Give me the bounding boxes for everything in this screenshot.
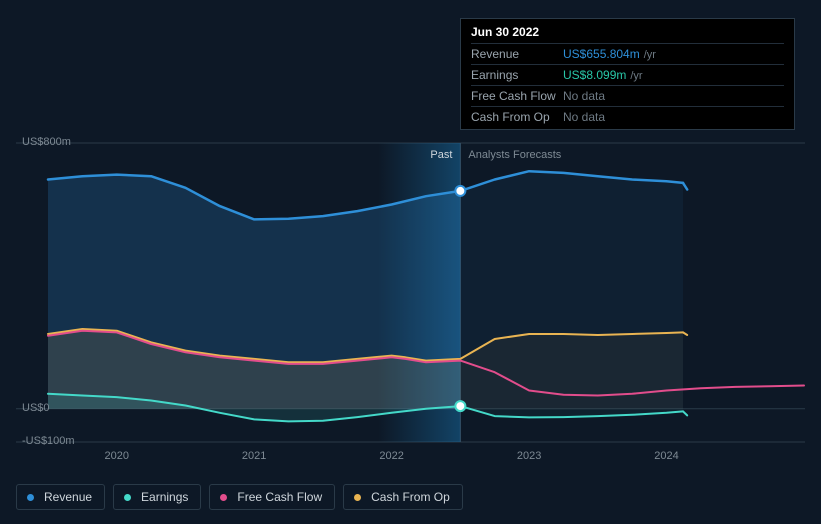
- chart-tooltip: Jun 30 2022 RevenueUS$655.804m/yrEarning…: [460, 18, 795, 130]
- tooltip-row: Cash From OpNo data: [471, 106, 784, 127]
- tooltip-row-value: US$8.099m: [563, 68, 626, 82]
- tooltip-row-unit: /yr: [630, 70, 642, 82]
- tooltip-row-label: Free Cash Flow: [471, 89, 563, 103]
- legend-label: Free Cash Flow: [237, 490, 322, 504]
- tooltip-row-unit: /yr: [644, 49, 656, 61]
- tooltip-row: Free Cash FlowNo data: [471, 85, 784, 106]
- financial-chart: US$800m US$0 -US$100m 2020 2021 2022 2023 2024…: [0, 0, 821, 524]
- x-axis-label: 2023: [517, 450, 541, 462]
- tooltip-row: EarningsUS$8.099m/yr: [471, 64, 784, 85]
- chart-legend: Revenue Earnings Free Cash Flow Cash From O…: [16, 484, 463, 510]
- legend-dot: [27, 494, 34, 501]
- legend-item-revenue[interactable]: Revenue: [16, 484, 105, 510]
- legend-dot: [220, 494, 227, 501]
- legend-label: Cash From Op: [371, 490, 450, 504]
- tooltip-row-value: US$655.804m: [563, 47, 640, 61]
- forecast-section-label: Analysts Forecasts: [468, 149, 561, 161]
- tooltip-row-label: Cash From Op: [471, 110, 563, 124]
- y-axis-label: US$0: [22, 402, 50, 414]
- legend-label: Earnings: [141, 490, 188, 504]
- x-axis-label: 2020: [104, 450, 128, 462]
- tooltip-row-value: No data: [563, 89, 605, 103]
- x-axis-label: 2024: [654, 450, 678, 462]
- tooltip-row-label: Earnings: [471, 68, 563, 82]
- tooltip-row-value: No data: [563, 110, 605, 124]
- legend-label: Revenue: [44, 490, 92, 504]
- x-axis-label: 2022: [379, 450, 403, 462]
- tooltip-date: Jun 30 2022: [471, 25, 784, 43]
- legend-item-cash-from-op[interactable]: Cash From Op: [343, 484, 463, 510]
- y-axis-label: US$800m: [22, 136, 71, 148]
- legend-item-free-cash-flow[interactable]: Free Cash Flow: [209, 484, 335, 510]
- legend-dot: [124, 494, 131, 501]
- past-section-label: Past: [430, 149, 452, 161]
- x-axis-label: 2021: [242, 450, 266, 462]
- tooltip-row-label: Revenue: [471, 47, 563, 61]
- y-axis-label: -US$100m: [22, 435, 75, 447]
- legend-dot: [354, 494, 361, 501]
- legend-item-earnings[interactable]: Earnings: [113, 484, 201, 510]
- tooltip-row: RevenueUS$655.804m/yr: [471, 43, 784, 64]
